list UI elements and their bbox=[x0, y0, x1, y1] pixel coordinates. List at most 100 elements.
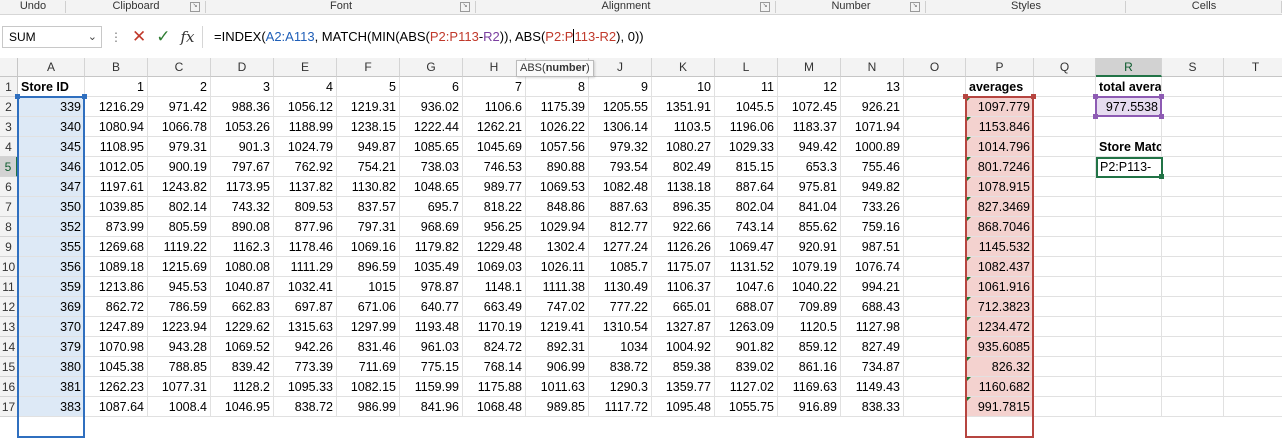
cell-f9[interactable]: 1069.16 bbox=[337, 237, 400, 257]
cell-h17[interactable]: 1068.48 bbox=[463, 397, 526, 417]
cell-s16[interactable] bbox=[1162, 377, 1224, 397]
cell-r2[interactable]: 977.5538 bbox=[1096, 97, 1162, 117]
cell-t12[interactable] bbox=[1224, 297, 1282, 317]
cell-m2[interactable]: 1072.45 bbox=[778, 97, 841, 117]
cell-h9[interactable]: 1229.48 bbox=[463, 237, 526, 257]
cell-f7[interactable]: 837.57 bbox=[337, 197, 400, 217]
column-header-g[interactable]: G bbox=[400, 58, 463, 77]
cell-j10[interactable]: 1085.7 bbox=[589, 257, 652, 277]
cell-a13[interactable]: 370 bbox=[18, 317, 85, 337]
cell-i17[interactable]: 989.85 bbox=[526, 397, 589, 417]
cell-s11[interactable] bbox=[1162, 277, 1224, 297]
cell-d13[interactable]: 1229.62 bbox=[211, 317, 274, 337]
cell-h13[interactable]: 1170.19 bbox=[463, 317, 526, 337]
active-cell-editor[interactable]: P2:P113- bbox=[1096, 157, 1163, 178]
cell-a6[interactable]: 347 bbox=[18, 177, 85, 197]
cell-s12[interactable] bbox=[1162, 297, 1224, 317]
cell-h15[interactable]: 768.14 bbox=[463, 357, 526, 377]
cell-j14[interactable]: 1034 bbox=[589, 337, 652, 357]
cell-o4[interactable] bbox=[904, 137, 966, 157]
cell-c9[interactable]: 1119.22 bbox=[148, 237, 211, 257]
cell-f2[interactable]: 1219.31 bbox=[337, 97, 400, 117]
cell-a17[interactable]: 383 bbox=[18, 397, 85, 417]
cell-l17[interactable]: 1055.75 bbox=[715, 397, 778, 417]
cell-f12[interactable]: 671.06 bbox=[337, 297, 400, 317]
cell-q8[interactable] bbox=[1034, 217, 1096, 237]
cell-e16[interactable]: 1095.33 bbox=[274, 377, 337, 397]
cell-e13[interactable]: 1315.63 bbox=[274, 317, 337, 337]
cell-a11[interactable]: 359 bbox=[18, 277, 85, 297]
cell-q11[interactable] bbox=[1034, 277, 1096, 297]
cell-h14[interactable]: 824.72 bbox=[463, 337, 526, 357]
cell-s1[interactable] bbox=[1162, 77, 1224, 97]
cell-d12[interactable]: 662.83 bbox=[211, 297, 274, 317]
cell-o12[interactable] bbox=[904, 297, 966, 317]
cell-j3[interactable]: 1306.14 bbox=[589, 117, 652, 137]
cell-n9[interactable]: 987.51 bbox=[841, 237, 904, 257]
cell-s2[interactable] bbox=[1162, 97, 1224, 117]
cell-r3[interactable] bbox=[1096, 117, 1162, 137]
cell-j11[interactable]: 1130.49 bbox=[589, 277, 652, 297]
cell-g4[interactable]: 1085.65 bbox=[400, 137, 463, 157]
cell-p5[interactable]: 801.7246 bbox=[966, 157, 1034, 177]
cell-f16[interactable]: 1082.15 bbox=[337, 377, 400, 397]
cell-n16[interactable]: 1149.43 bbox=[841, 377, 904, 397]
row-header-16[interactable]: 16 bbox=[0, 377, 18, 397]
cell-o14[interactable] bbox=[904, 337, 966, 357]
cell-e1[interactable]: 4 bbox=[274, 77, 337, 97]
cell-i8[interactable]: 1029.94 bbox=[526, 217, 589, 237]
row-header-8[interactable]: 8 bbox=[0, 217, 18, 237]
cell-j8[interactable]: 812.77 bbox=[589, 217, 652, 237]
cell-o8[interactable] bbox=[904, 217, 966, 237]
cell-p17[interactable]: 991.7815 bbox=[966, 397, 1034, 417]
cell-b17[interactable]: 1087.64 bbox=[85, 397, 148, 417]
cell-q1[interactable] bbox=[1034, 77, 1096, 97]
cell-g14[interactable]: 961.03 bbox=[400, 337, 463, 357]
cell-i2[interactable]: 1175.39 bbox=[526, 97, 589, 117]
insert-function-button[interactable]: fx bbox=[180, 28, 195, 46]
cell-d7[interactable]: 743.32 bbox=[211, 197, 274, 217]
cell-e9[interactable]: 1178.46 bbox=[274, 237, 337, 257]
cell-r12[interactable] bbox=[1096, 297, 1162, 317]
column-header-b[interactable]: B bbox=[85, 58, 148, 77]
cell-e17[interactable]: 838.72 bbox=[274, 397, 337, 417]
cell-k7[interactable]: 896.35 bbox=[652, 197, 715, 217]
cell-b13[interactable]: 1247.89 bbox=[85, 317, 148, 337]
cell-b8[interactable]: 873.99 bbox=[85, 217, 148, 237]
cell-r17[interactable] bbox=[1096, 397, 1162, 417]
cell-e10[interactable]: 1111.29 bbox=[274, 257, 337, 277]
cell-p12[interactable]: 712.3823 bbox=[966, 297, 1034, 317]
column-header-k[interactable]: K bbox=[652, 58, 715, 77]
cell-a15[interactable]: 380 bbox=[18, 357, 85, 377]
cell-l12[interactable]: 688.07 bbox=[715, 297, 778, 317]
cell-k3[interactable]: 1103.5 bbox=[652, 117, 715, 137]
cell-g3[interactable]: 1222.44 bbox=[400, 117, 463, 137]
chevron-down-icon[interactable]: ⌄ bbox=[87, 31, 97, 43]
cell-p6[interactable]: 1078.915 bbox=[966, 177, 1034, 197]
row-header-13[interactable]: 13 bbox=[0, 317, 18, 337]
cell-m8[interactable]: 855.62 bbox=[778, 217, 841, 237]
range-highlight-p-handle[interactable] bbox=[1031, 94, 1036, 99]
cell-c10[interactable]: 1215.69 bbox=[148, 257, 211, 277]
cell-h10[interactable]: 1069.03 bbox=[463, 257, 526, 277]
cell-a10[interactable]: 356 bbox=[18, 257, 85, 277]
cell-p2[interactable]: 1097.779 bbox=[966, 97, 1034, 117]
cell-r6[interactable] bbox=[1096, 177, 1162, 197]
cell-h7[interactable]: 818.22 bbox=[463, 197, 526, 217]
cell-j12[interactable]: 777.22 bbox=[589, 297, 652, 317]
select-all-corner[interactable] bbox=[0, 58, 18, 77]
cell-s17[interactable] bbox=[1162, 397, 1224, 417]
cell-f15[interactable]: 711.69 bbox=[337, 357, 400, 377]
cell-c8[interactable]: 805.59 bbox=[148, 217, 211, 237]
cell-r7[interactable] bbox=[1096, 197, 1162, 217]
cell-e3[interactable]: 1188.99 bbox=[274, 117, 337, 137]
cell-b12[interactable]: 862.72 bbox=[85, 297, 148, 317]
cell-c14[interactable]: 943.28 bbox=[148, 337, 211, 357]
cell-b9[interactable]: 1269.68 bbox=[85, 237, 148, 257]
cell-c13[interactable]: 1223.94 bbox=[148, 317, 211, 337]
cell-l2[interactable]: 1045.5 bbox=[715, 97, 778, 117]
cell-g16[interactable]: 1159.99 bbox=[400, 377, 463, 397]
cell-s9[interactable] bbox=[1162, 237, 1224, 257]
cell-q5[interactable] bbox=[1034, 157, 1096, 177]
cell-p14[interactable]: 935.6085 bbox=[966, 337, 1034, 357]
